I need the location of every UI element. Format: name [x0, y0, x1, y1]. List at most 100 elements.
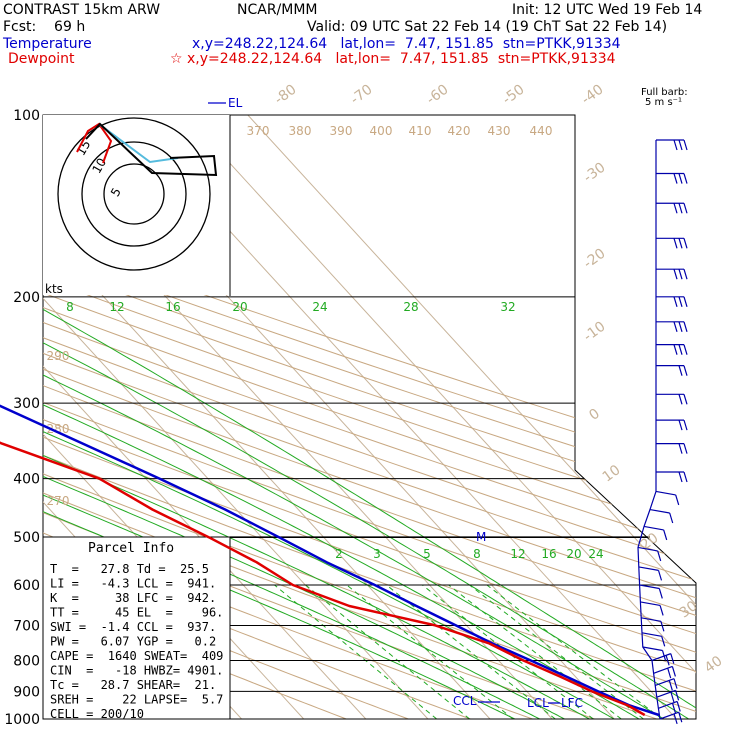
dry-adiabat	[43, 115, 696, 719]
isotherm-label: 30	[677, 598, 701, 621]
pressure-label: 900	[13, 684, 40, 700]
hodograph-ring	[81, 141, 187, 247]
theta-label: 410	[409, 124, 432, 138]
ccl-marker: CCL	[453, 694, 477, 708]
isotherm	[43, 115, 367, 719]
wind-barb	[656, 296, 688, 307]
mixing-ratio-label: 2	[335, 547, 343, 561]
isotherm-label: -10	[581, 319, 609, 345]
theta-labels: 370 380 390 400 410 420 430 440 290 280 270	[47, 124, 553, 508]
dry-adiabat	[43, 115, 696, 719]
temperature-location: x,y=248.22,124.64 lat,lon= 7.47, 151.85 …	[192, 36, 621, 52]
dry-adiabat	[43, 115, 696, 719]
isotherm-label: 40	[702, 653, 726, 676]
pressure-label: 500	[13, 530, 40, 546]
wind-barb	[641, 617, 665, 632]
wind-barb	[658, 700, 681, 714]
dry-adiabat	[43, 115, 696, 719]
theta-label: 440	[530, 124, 553, 138]
mixing-ratio-label: 12	[510, 547, 525, 561]
pressure-labels: 100 200 300 400 500 600 700 800 900 1000	[4, 108, 40, 728]
wind-barb	[656, 365, 688, 376]
theta-label: 400	[370, 124, 393, 138]
m-marker: M	[476, 530, 486, 544]
wind-barb	[656, 344, 688, 355]
theta-label: 420	[448, 124, 471, 138]
pressure-label: 100	[13, 108, 40, 124]
wind-barb	[641, 632, 666, 647]
theta-label: 270	[47, 494, 70, 508]
hodograph-ring	[103, 163, 165, 225]
wind-barb	[656, 471, 688, 483]
center-title: NCAR/MMM	[237, 2, 318, 18]
mixing-ratio-label: 16	[541, 547, 556, 561]
moist-adiabat-label: 20	[232, 300, 247, 314]
pressure-label: 400	[13, 472, 40, 488]
mixing-ratio-line	[421, 584, 594, 719]
el-marker: EL	[228, 96, 243, 110]
wind-barb	[656, 689, 680, 703]
isotherm	[43, 115, 429, 719]
forecast-hour: Fcst: 69 h	[3, 19, 85, 35]
dry-adiabat	[43, 115, 696, 719]
dewpoint-line	[0, 441, 646, 717]
parcel-info-row: CIN = -18 HWBZ= 4901.	[50, 664, 223, 678]
mixing-ratio-label: 5	[423, 547, 431, 561]
hodograph-trace-black	[85, 122, 218, 177]
mixing-ratio-label: 8	[473, 547, 481, 561]
moist-adiabat-label: 28	[403, 300, 418, 314]
mixing-ratio-line	[486, 584, 663, 719]
wind-barb	[656, 172, 688, 184]
parcel-info-title: Parcel Info	[88, 541, 174, 556]
mixing-ratio-line	[448, 584, 622, 719]
isotherm-label: -30	[581, 160, 609, 186]
dry-adiabat	[43, 115, 696, 719]
wind-barb	[656, 321, 688, 332]
theta-label: 290	[47, 349, 70, 363]
wind-barb	[656, 202, 688, 214]
theta-label: 390	[330, 124, 353, 138]
lcl-marker: LCL	[527, 696, 549, 710]
moist-adiabat-label: 32	[500, 300, 515, 314]
pressure-label: 200	[13, 290, 40, 306]
wind-barb	[654, 678, 678, 691]
wind-barb	[656, 237, 688, 249]
wind-barb	[655, 490, 680, 506]
theta-label: 370	[247, 124, 270, 138]
dry-adiabat	[43, 115, 696, 719]
pressure-label: 600	[13, 578, 40, 594]
moist-adiabat-label: 8	[66, 300, 74, 314]
wind-barb	[637, 546, 662, 562]
theta-label: 380	[289, 124, 312, 138]
dry-adiabat	[43, 115, 696, 719]
isotherm-label: -50	[500, 82, 528, 108]
parcel-info-row: LI = -4.3 LCL = 941.	[50, 577, 216, 591]
wind-barb	[638, 566, 663, 581]
wind-barb	[643, 525, 668, 541]
wind-barb	[639, 584, 663, 599]
isotherm-label: -40	[579, 82, 607, 108]
dry-adiabat	[43, 115, 696, 719]
isotherm-label: -60	[424, 82, 452, 108]
isotherm	[247, 115, 696, 719]
lfc-marker: LFC	[561, 696, 583, 710]
dewpoint-location: ☆ x,y=248.22,124.64 lat,lon= 7.47, 151.8…	[170, 51, 616, 67]
parcel-info-row: SWI = -1.4 CCL = 937.	[50, 620, 216, 634]
wind-barb	[656, 139, 688, 151]
wind-barb-staff	[637, 140, 661, 720]
moist-labels: 8 12 16 20 24 28 32	[66, 300, 515, 314]
pressure-label: 700	[13, 618, 40, 634]
model-title: CONTRAST 15km ARW	[3, 2, 160, 18]
theta-label: 280	[47, 422, 70, 436]
isotherm-label: -70	[348, 82, 376, 108]
hodograph-trace-cyan	[98, 123, 179, 164]
moist-adiabat-label: 12	[109, 300, 124, 314]
wind-barb	[656, 268, 688, 280]
isotherm-label: -80	[272, 82, 300, 108]
pressure-label: 800	[13, 653, 40, 669]
isotherm-label: -20	[581, 246, 609, 272]
theta-label: 430	[488, 124, 511, 138]
isotherm-label: 0	[586, 406, 603, 424]
parcel-info-row: Tc = 28.7 SHEAR= 21.	[50, 678, 216, 692]
